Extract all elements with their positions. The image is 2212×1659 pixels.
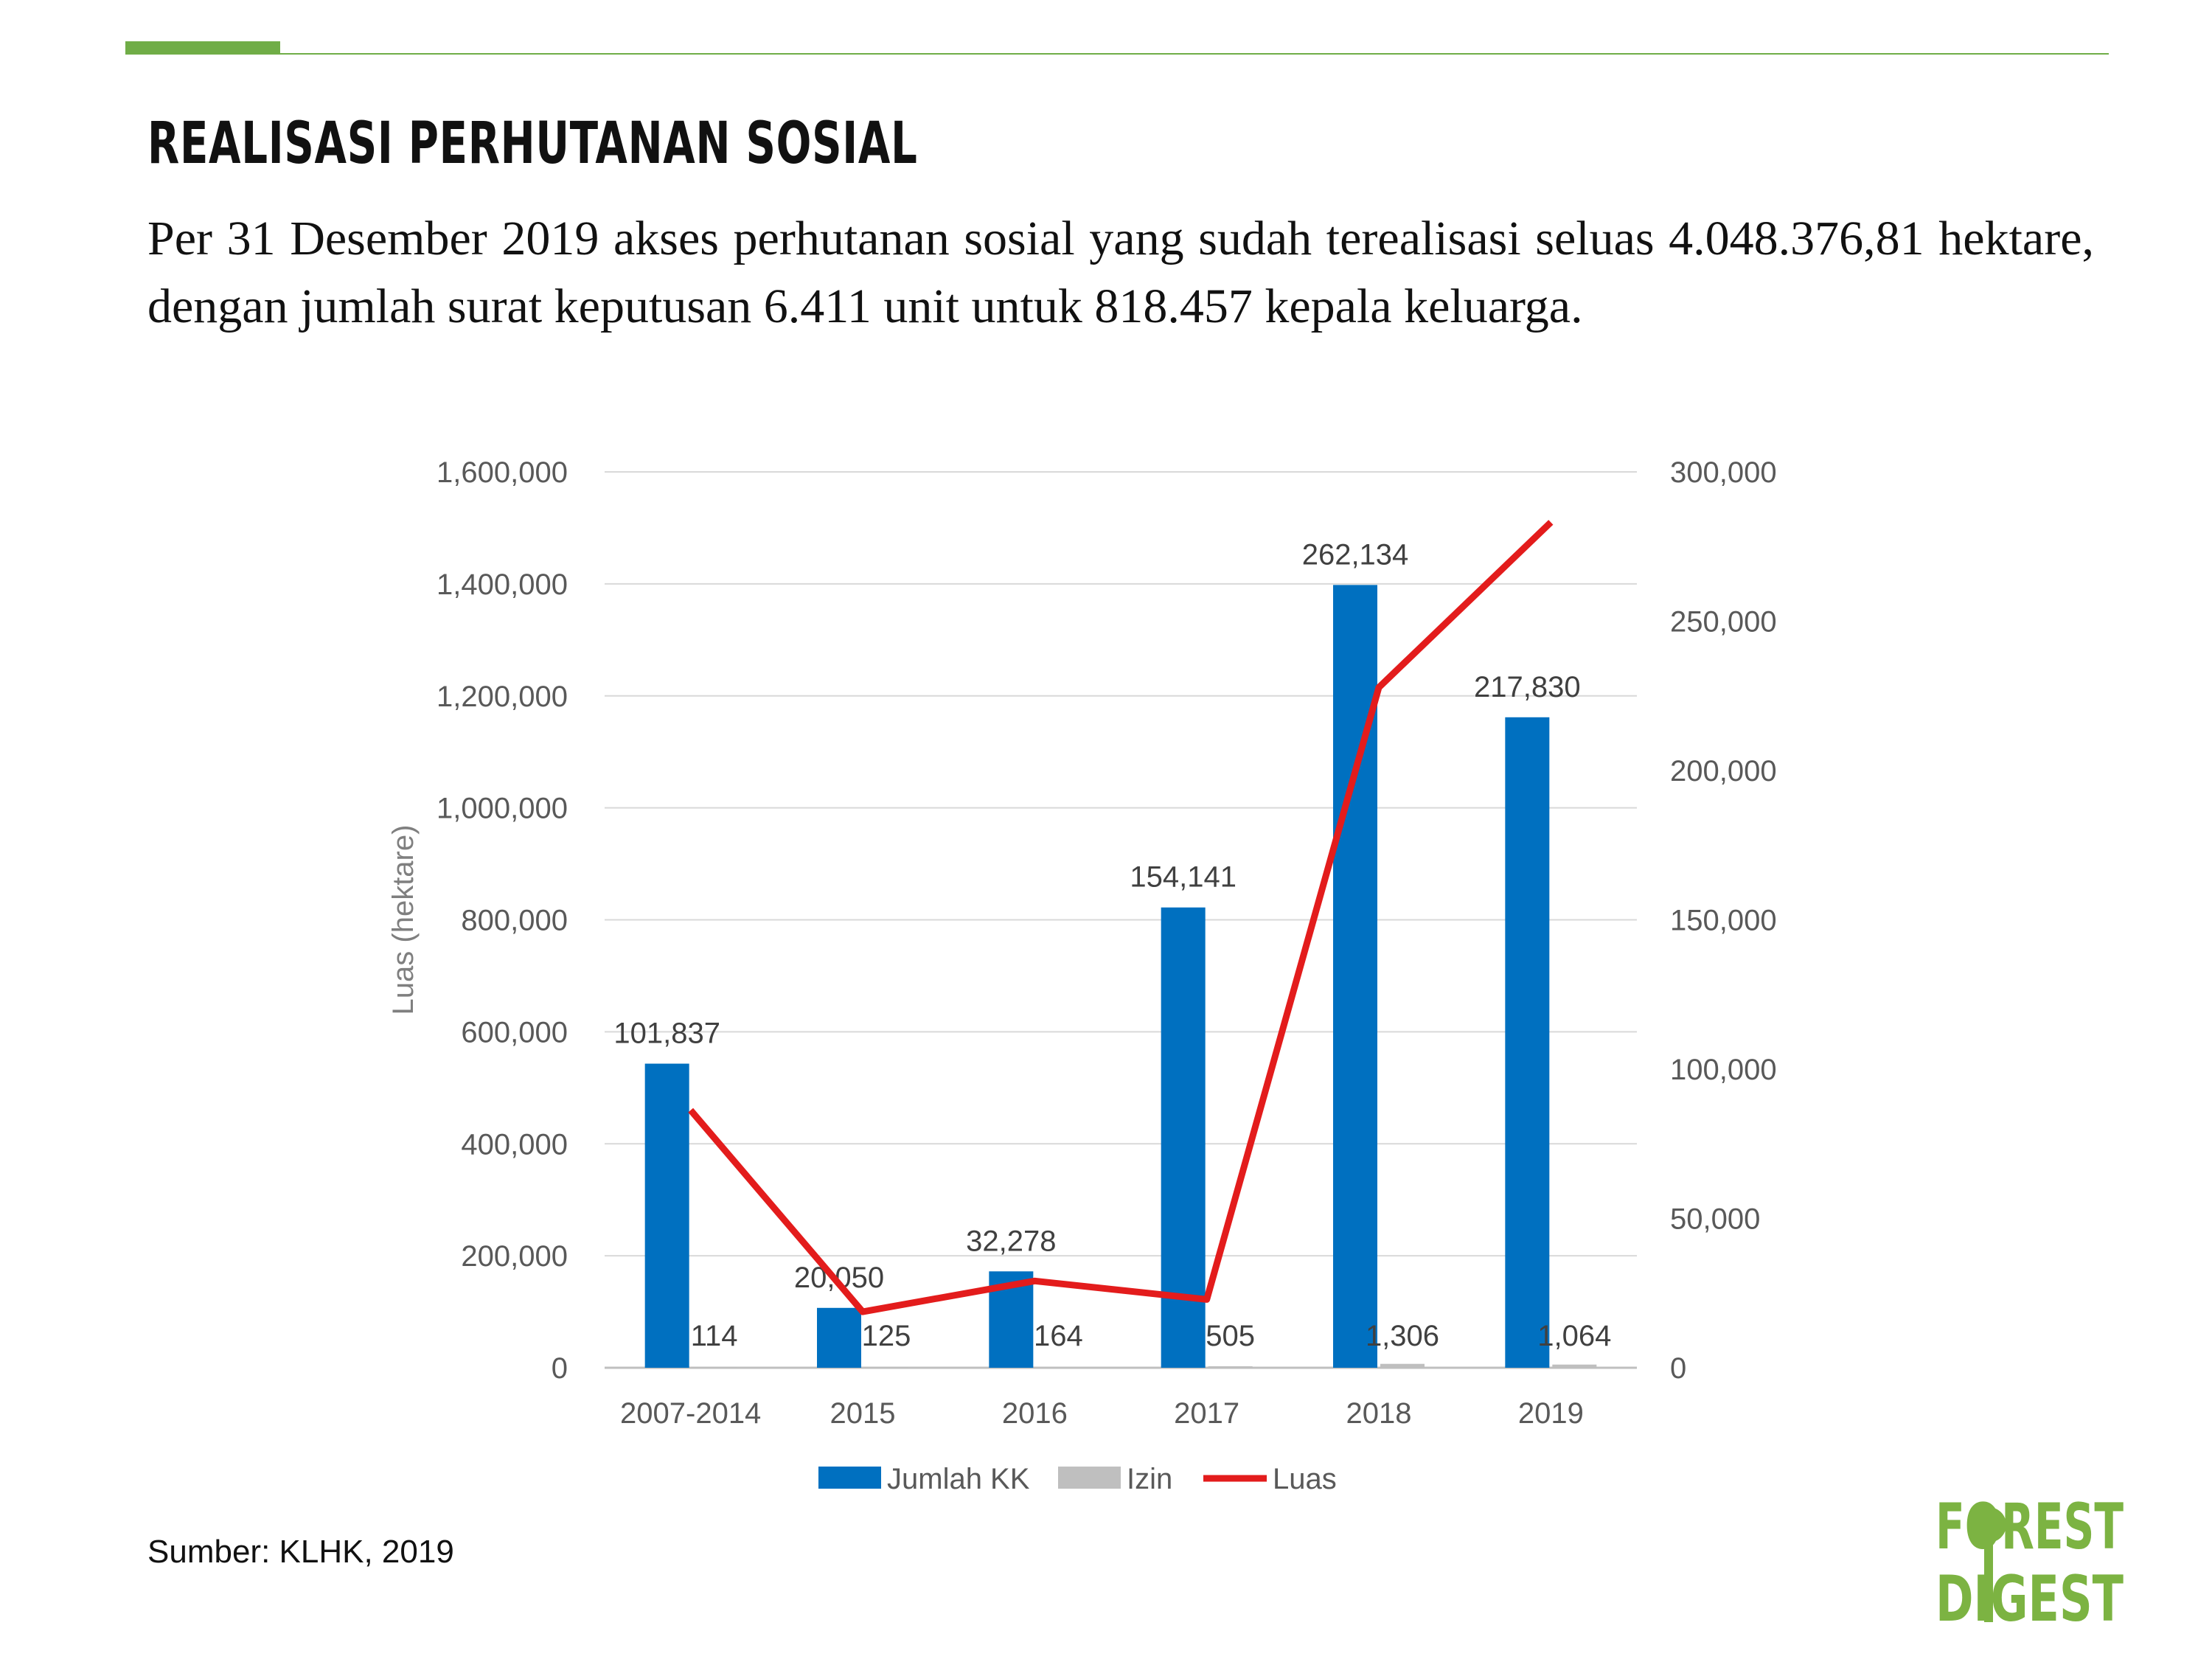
bar-jumlah-kk [817,1307,861,1368]
accent-bar [125,41,280,55]
y-tick-label: 1,000,000 [437,793,568,825]
y2-tick-label: 100,000 [1670,1054,1777,1086]
y-tick-label: 1,400,000 [437,568,568,601]
x-tick-label: 2018 [1346,1397,1412,1430]
data-label-jumlah-kk: 262,134 [1302,538,1409,571]
x-tick-label: 2017 [1174,1397,1239,1430]
bar-jumlah-kk [644,1063,689,1368]
y-tick-label: 0 [552,1352,568,1385]
page-title: REALISASI PERHUTANAN SOSIAL [147,111,918,177]
y2-tick-label: 150,000 [1670,905,1777,937]
data-label-jumlah-kk: 101,837 [613,1018,720,1050]
tree-icon [1971,1507,2006,1622]
y-tick-label: 800,000 [461,905,568,937]
y2-tick-label: 0 [1670,1352,1686,1385]
divider-line [280,53,2109,55]
legend-label-luas: Luas [1273,1463,1337,1495]
line-luas [688,520,1554,1315]
data-label-izin: 505 [1206,1320,1255,1352]
data-label-izin: 125 [862,1320,911,1352]
x-tick-label: 2015 [830,1397,896,1430]
y-tick-label: 200,000 [461,1240,568,1273]
data-label-izin: 164 [1034,1320,1083,1352]
y-tick-label: 1,600,000 [437,456,568,489]
y2-tick-label: 250,000 [1670,606,1777,639]
data-label-jumlah-kk: 32,278 [966,1225,1056,1257]
y2-tick-label: 200,000 [1670,755,1777,787]
bar-izin [1036,1367,1081,1368]
x-tick-label: 2019 [1518,1397,1584,1430]
y2-tick-label: 300,000 [1670,456,1777,489]
bar-izin [864,1367,908,1368]
svg-text:FOREST: FOREST [1935,1490,2124,1564]
y-axis-label: Luas (hektare) [387,825,420,1015]
bar-jumlah-kk [1161,907,1206,1368]
x-tick-label: 2007-2014 [620,1397,761,1430]
svg-text:DIGEST: DIGEST [1935,1562,2124,1630]
y2-tick-label: 50,000 [1670,1203,1760,1236]
legend-label-izin: Izin [1127,1463,1172,1495]
source-note: Sumber: KLHK, 2019 [147,1534,454,1570]
y-tick-label: 1,200,000 [437,681,568,713]
data-label-izin: 114 [691,1320,738,1352]
y-tick-label: 600,000 [461,1016,568,1048]
legend-swatch-jumlah-kk [818,1467,881,1489]
intro-paragraph: Per 31 Desember 2019 akses perhutanan so… [147,212,2094,333]
bar-izin [1380,1363,1425,1368]
legend-swatch-izin [1058,1467,1121,1489]
legend-label-jumlah-kk: Jumlah KK [887,1463,1030,1495]
bar-jumlah-kk [1505,717,1550,1368]
y-tick-label: 400,000 [461,1128,568,1161]
bar-jumlah-kk [1333,585,1377,1368]
data-label-izin: 1,064 [1537,1320,1611,1352]
data-label-jumlah-kk: 154,141 [1130,861,1237,894]
forest-digest-logo: FOREST DIGEST [1935,1490,2124,1630]
bar-izin [1552,1364,1597,1368]
x-tick-label: 2016 [1002,1397,1068,1430]
bar-izin [1208,1366,1253,1368]
data-label-izin: 1,306 [1366,1320,1439,1352]
data-label-jumlah-kk: 217,830 [1474,671,1581,703]
